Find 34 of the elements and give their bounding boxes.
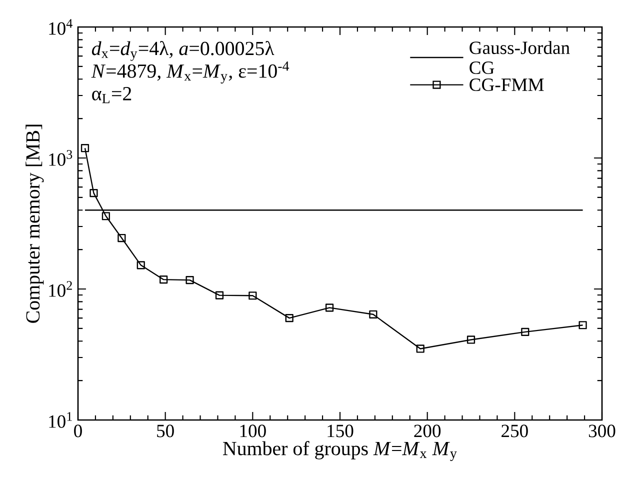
legend-label: Gauss-Jordan CG (470, 41, 570, 74)
point (369, 310, 378, 318)
point (186, 276, 194, 284)
point (136, 261, 145, 270)
y-tick-label: 10$^{2}$ (49, 281, 72, 297)
point (285, 314, 294, 322)
y-axis-title: Computer memory [MB] (26, 124, 44, 323)
point (102, 212, 110, 220)
legend-label: CG-FMM (470, 78, 544, 92)
point (90, 189, 98, 198)
y-tick-label: 10$^{1}$ (49, 412, 72, 428)
text: N=4879, M$_{x}$=M$_{y}$, ε=10$^{-4}$ (91, 62, 290, 84)
x-tick-label: 250 (502, 424, 528, 438)
point (521, 328, 530, 336)
point (80, 144, 90, 152)
x-tick-label: 0 (74, 424, 82, 438)
point (466, 336, 476, 344)
point (325, 304, 334, 312)
x-tick-label: 300 (588, 424, 616, 438)
annotation: d$_{x}$=d$_{y}$=4λ, a=0.00025λ (92, 41, 274, 61)
x-tick-label: 150 (328, 424, 354, 438)
point (416, 344, 424, 353)
point (215, 291, 224, 300)
annotation: α$_{L}$=2 (92, 87, 132, 104)
x-tick-label: 100 (240, 424, 266, 438)
y-tick-label: 10$^{4}$ (49, 19, 72, 35)
x-tick-label: 200 (414, 424, 441, 438)
x-tick-label: 50 (157, 424, 174, 438)
point (578, 321, 587, 330)
x-axis-title: Number of groups M=M$_{x}$ M$_{y}$ (223, 441, 457, 461)
y-tick-label: 10$^{3}$ (49, 150, 72, 166)
point (248, 292, 257, 300)
point (118, 234, 126, 242)
point (160, 276, 168, 284)
